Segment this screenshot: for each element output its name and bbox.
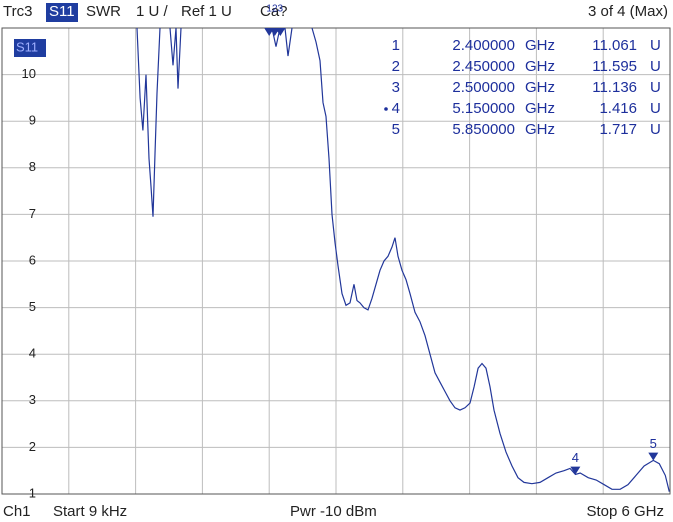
y-tick-label: 10 — [22, 66, 36, 81]
power: Pwr -10 dBm — [290, 503, 377, 520]
y-tick-label: 7 — [29, 206, 36, 221]
active-marker-dot — [384, 107, 388, 111]
calibration: Ca? — [260, 3, 288, 20]
marker-value-unit: U — [650, 100, 661, 117]
y-tick-label: 5 — [29, 299, 36, 314]
marker-frequency: 5.150000 — [452, 100, 515, 117]
marker-frequency-unit: GHz — [525, 58, 555, 75]
marker-value-unit: U — [650, 121, 661, 138]
marker — [570, 466, 581, 475]
y-tick-label: 4 — [29, 346, 36, 361]
marker-frequency: 2.450000 — [452, 58, 515, 75]
offscale-marker — [275, 28, 286, 36]
trace-label: S11 — [16, 39, 38, 54]
format: SWR — [86, 3, 121, 20]
trace — [271, 28, 281, 47]
trace — [169, 28, 182, 89]
measure: S11 — [49, 3, 75, 20]
marker-number: 5 — [392, 121, 400, 138]
trace — [136, 28, 161, 217]
offscale-marker-tag: 123 — [266, 4, 283, 15]
y-tick-label: 8 — [29, 159, 36, 174]
marker-number: 4 — [392, 100, 400, 117]
trace — [284, 28, 293, 57]
marker — [648, 452, 659, 461]
y-tick-label: 1 — [29, 485, 36, 500]
marker-value: 11.136 — [592, 79, 637, 96]
marker-frequency-unit: GHz — [525, 79, 555, 96]
marker-value-unit: U — [650, 58, 661, 75]
marker-value-unit: U — [650, 79, 661, 96]
marker-value: 11.061 — [592, 37, 637, 54]
marker-frequency: 2.400000 — [452, 37, 515, 54]
trace — [311, 28, 670, 492]
marker-frequency-unit: GHz — [525, 100, 555, 117]
y-tick-label: 3 — [29, 392, 36, 407]
trace-label-box — [14, 39, 46, 57]
marker-number: 3 — [392, 79, 400, 96]
y-tick-label: 2 — [29, 439, 36, 454]
marker-value-unit: U — [650, 37, 661, 54]
marker-frequency-unit: GHz — [525, 121, 555, 138]
measure-box — [46, 3, 78, 22]
start-frequency: Start 9 kHz — [53, 503, 127, 520]
plot-border — [1, 27, 671, 495]
stop-frequency: Stop 6 GHz — [586, 503, 664, 520]
marker-number: 2 — [392, 58, 400, 75]
marker-frequency: 5.850000 — [452, 121, 515, 138]
scale: 1 U / — [136, 3, 169, 20]
reference: Ref 1 U — [181, 3, 232, 20]
marker-value: 11.595 — [592, 58, 637, 75]
status: 3 of 4 (Max) — [588, 3, 668, 20]
y-tick-label: 6 — [29, 252, 36, 267]
marker-frequency: 2.500000 — [452, 79, 515, 96]
marker-value: 1.416 — [599, 100, 637, 117]
marker-value: 1.717 — [599, 121, 637, 138]
y-tick-label: 9 — [29, 113, 36, 128]
marker-tag: 4 — [572, 450, 579, 465]
channel: Ch1 — [3, 503, 31, 520]
trace-name: Trc3 — [3, 3, 32, 20]
marker-number: 1 — [392, 37, 400, 54]
marker-tag: 5 — [650, 436, 657, 451]
plot-area — [136, 28, 670, 492]
marker-frequency-unit: GHz — [525, 37, 555, 54]
